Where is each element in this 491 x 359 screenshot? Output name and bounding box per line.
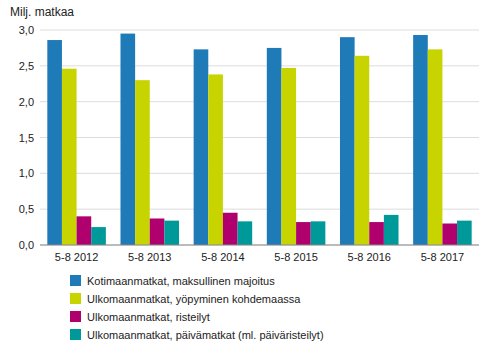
bar (135, 80, 150, 245)
x-tick-label: 5-8 2016 (348, 251, 391, 263)
bar (281, 68, 296, 245)
bar (369, 222, 384, 245)
grid-line (40, 245, 479, 246)
bar (311, 221, 326, 245)
y-tick-label: 3,0 (19, 24, 34, 36)
series (77, 213, 457, 245)
x-tick-label: 5-8 2013 (128, 251, 171, 263)
legend-label: Kotimaanmatkat, maksullinen majoitus (87, 275, 275, 287)
legend-swatch (70, 329, 81, 340)
legend: Kotimaanmatkat, maksullinen majoitus Ulko… (70, 275, 324, 341)
bar (150, 218, 165, 245)
y-tick-label: 2,0 (19, 96, 34, 108)
chart: Milj. matkaa 0,0 0,5 1,0 1,5 2,0 2,5 3,0 5-8 201… (0, 0, 491, 359)
legend-swatch (70, 275, 81, 286)
y-axis-label: Milj. matkaa (10, 5, 74, 19)
grid (40, 30, 479, 245)
bar (77, 216, 92, 245)
bar (355, 56, 370, 245)
y-tick-label: 0,5 (19, 203, 34, 215)
bar (413, 35, 428, 245)
y-tick-label: 2,5 (19, 60, 34, 72)
bar (384, 215, 399, 245)
x-tick-label: 5-8 2012 (55, 251, 98, 263)
series (47, 34, 427, 245)
y-tick-label: 1,0 (19, 167, 34, 179)
bars (47, 34, 471, 245)
series (62, 49, 442, 245)
bar (442, 224, 457, 246)
bar (457, 221, 472, 245)
bar (164, 221, 179, 245)
bar (208, 74, 223, 245)
x-axis-line (40, 245, 479, 246)
bar (238, 221, 253, 245)
x-tick-label: 5-8 2014 (201, 251, 244, 263)
grid-line (40, 30, 479, 31)
bar (428, 49, 443, 245)
y-tick-label: 1,5 (19, 132, 34, 144)
bar (194, 49, 209, 245)
x-tick-label: 5-8 2015 (274, 251, 317, 263)
bar (340, 37, 355, 245)
bar (91, 227, 106, 245)
bar (120, 34, 135, 245)
page: {"chart_data": {"type": "bar", "ylabel":… (0, 0, 491, 359)
legend-label: Ulkomaanmatkat, risteilyt (87, 311, 210, 323)
legend-swatch (70, 293, 81, 304)
bar (267, 48, 282, 245)
legend-label: Ulkomaanmatkat, päivämatkat (ml. päiväri… (87, 329, 324, 341)
x-tick-label: 5-8 2017 (421, 251, 464, 263)
legend-label: Ulkomaanmatkat, yöpyminen kohdemaassa (87, 293, 301, 305)
series (91, 215, 471, 245)
bar (296, 222, 311, 245)
bar (223, 213, 238, 245)
y-tick-label: 0,0 (19, 239, 34, 251)
bar (62, 69, 77, 245)
legend-swatch (70, 311, 81, 322)
bar (47, 40, 62, 245)
